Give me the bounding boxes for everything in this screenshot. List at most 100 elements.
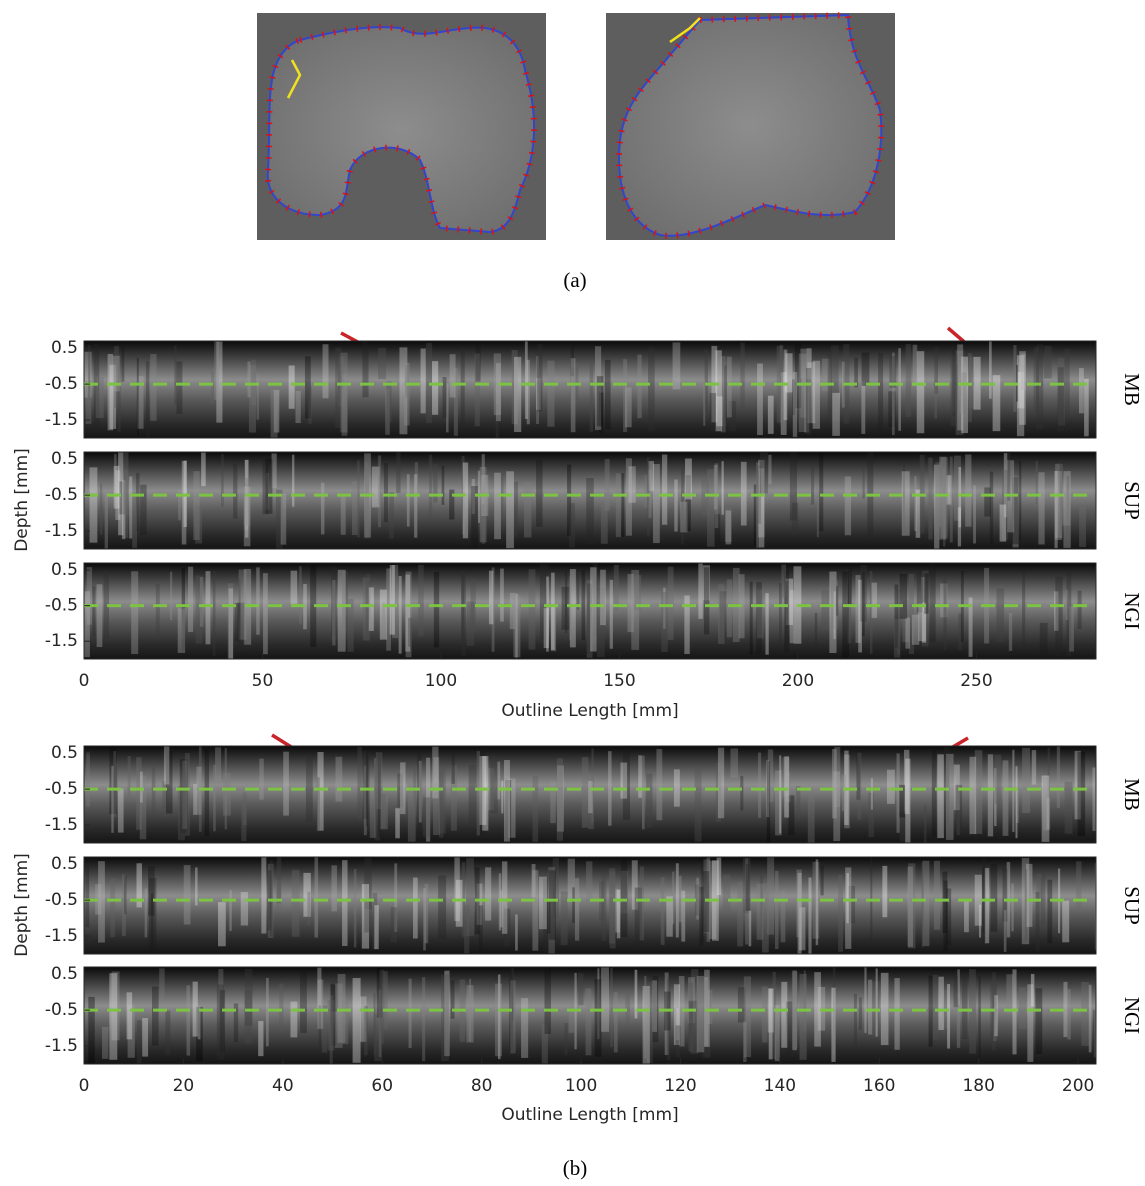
texture: [214, 341, 220, 401]
texture: [413, 877, 418, 939]
row-label: SUP: [1120, 481, 1144, 520]
texture: [1002, 868, 1008, 922]
texture: [548, 867, 555, 954]
texture: [503, 760, 510, 842]
texture: [627, 573, 634, 633]
y-tick-label: 0.5: [51, 560, 78, 580]
texture: [902, 462, 905, 534]
texture: [449, 354, 456, 398]
texture: [140, 771, 143, 803]
texture: [118, 481, 125, 515]
texture: [868, 792, 874, 838]
texture: [1020, 353, 1026, 390]
texture: [847, 568, 852, 605]
texture: [718, 584, 725, 644]
texture: [604, 359, 611, 430]
frame: [83, 562, 1097, 660]
texture: [969, 356, 975, 409]
texture: [500, 568, 504, 622]
texture: [634, 887, 642, 950]
texture: [550, 605, 557, 652]
texture: [1027, 984, 1034, 1062]
texture: [920, 577, 926, 611]
texture: [144, 888, 148, 938]
texture: [461, 574, 466, 657]
texture: [485, 867, 492, 921]
texture: [748, 910, 752, 947]
texture: [428, 454, 433, 522]
texture: [139, 775, 147, 840]
texture: [792, 372, 798, 437]
texture: [481, 454, 485, 505]
texture: [700, 860, 704, 943]
texture: [634, 969, 638, 1019]
texture: [942, 871, 948, 934]
texture: [707, 469, 715, 547]
texture: [414, 462, 418, 494]
texture: [1064, 781, 1073, 834]
texture: [834, 746, 841, 808]
direction-arrow: [286, 59, 302, 99]
texture: [625, 992, 631, 1025]
texture: [1079, 507, 1086, 548]
texture: [99, 483, 103, 536]
depth-image: [84, 746, 1096, 843]
texture: [468, 764, 477, 827]
texture: [609, 871, 616, 949]
texture: [303, 872, 311, 917]
texture: [886, 769, 895, 804]
texture: [952, 345, 956, 417]
depth-image: [84, 857, 1096, 954]
texture: [902, 600, 909, 643]
texture: [455, 879, 463, 927]
y-tick-label: 0.5: [51, 338, 78, 358]
texture: [469, 979, 472, 1042]
texture: [85, 381, 92, 424]
texture: [523, 481, 532, 538]
texture: [320, 482, 325, 535]
texture: [878, 352, 884, 433]
texture: [379, 969, 385, 1044]
texture: [330, 981, 339, 1012]
texture: [169, 571, 173, 621]
texture: [756, 462, 760, 548]
texture: [792, 379, 796, 416]
texture: [681, 464, 685, 545]
texture: [386, 568, 391, 651]
texture: [951, 363, 959, 412]
texture: [259, 758, 264, 800]
texture: [704, 349, 708, 413]
texture: [243, 478, 251, 526]
texture: [621, 473, 625, 537]
texture: [957, 969, 960, 1006]
texture: [778, 583, 782, 648]
texture: [426, 757, 431, 842]
texture: [567, 858, 575, 902]
texture: [290, 1001, 298, 1038]
y-tick-label: -0.5: [45, 374, 78, 394]
texture: [382, 602, 385, 637]
texture: [423, 797, 431, 838]
texture: [383, 971, 388, 1030]
texture: [85, 861, 90, 928]
texture: [765, 593, 769, 655]
texture: [303, 584, 307, 630]
texture: [536, 356, 540, 424]
texture: [875, 968, 878, 1037]
texture: [1042, 776, 1049, 831]
texture: [223, 773, 231, 816]
texture: [815, 859, 819, 946]
texture: [407, 783, 416, 842]
y-tick-label: -1.5: [45, 410, 78, 430]
texture: [476, 750, 480, 836]
texture: [856, 748, 861, 800]
texture: [969, 756, 977, 835]
texture: [424, 883, 429, 944]
texture: [256, 567, 260, 635]
texture: [772, 971, 776, 1059]
texture: [588, 773, 594, 830]
texture: [193, 784, 197, 815]
texture: [152, 986, 159, 1046]
texture: [300, 969, 307, 1033]
texture: [113, 465, 120, 509]
